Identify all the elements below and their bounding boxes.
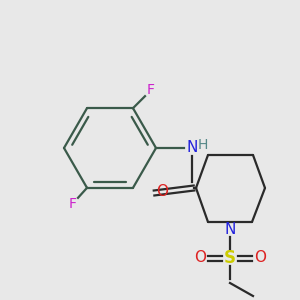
- Text: N: N: [224, 223, 236, 238]
- Text: H: H: [198, 138, 208, 152]
- Text: O: O: [254, 250, 266, 266]
- Text: F: F: [69, 197, 77, 211]
- Text: F: F: [147, 83, 155, 97]
- Text: O: O: [156, 184, 168, 200]
- Text: O: O: [194, 250, 206, 266]
- Text: N: N: [186, 140, 198, 155]
- Text: S: S: [224, 249, 236, 267]
